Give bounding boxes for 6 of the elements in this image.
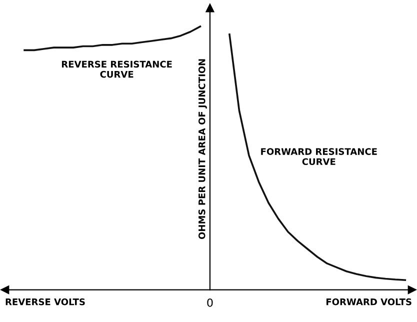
y-axis-title: OHMS PER UNIT AREA OF JUNCTION	[198, 59, 207, 240]
annotation: REVERSE RESISTANCE CURVE	[62, 60, 172, 78]
text: 0	[207, 298, 213, 307]
text: REVERSE VOLTS	[6, 298, 85, 306]
annotation: FORWARD RESISTANCE CURVE	[261, 148, 377, 166]
x-axis-title: FORWARD VOLTS	[326, 298, 412, 306]
